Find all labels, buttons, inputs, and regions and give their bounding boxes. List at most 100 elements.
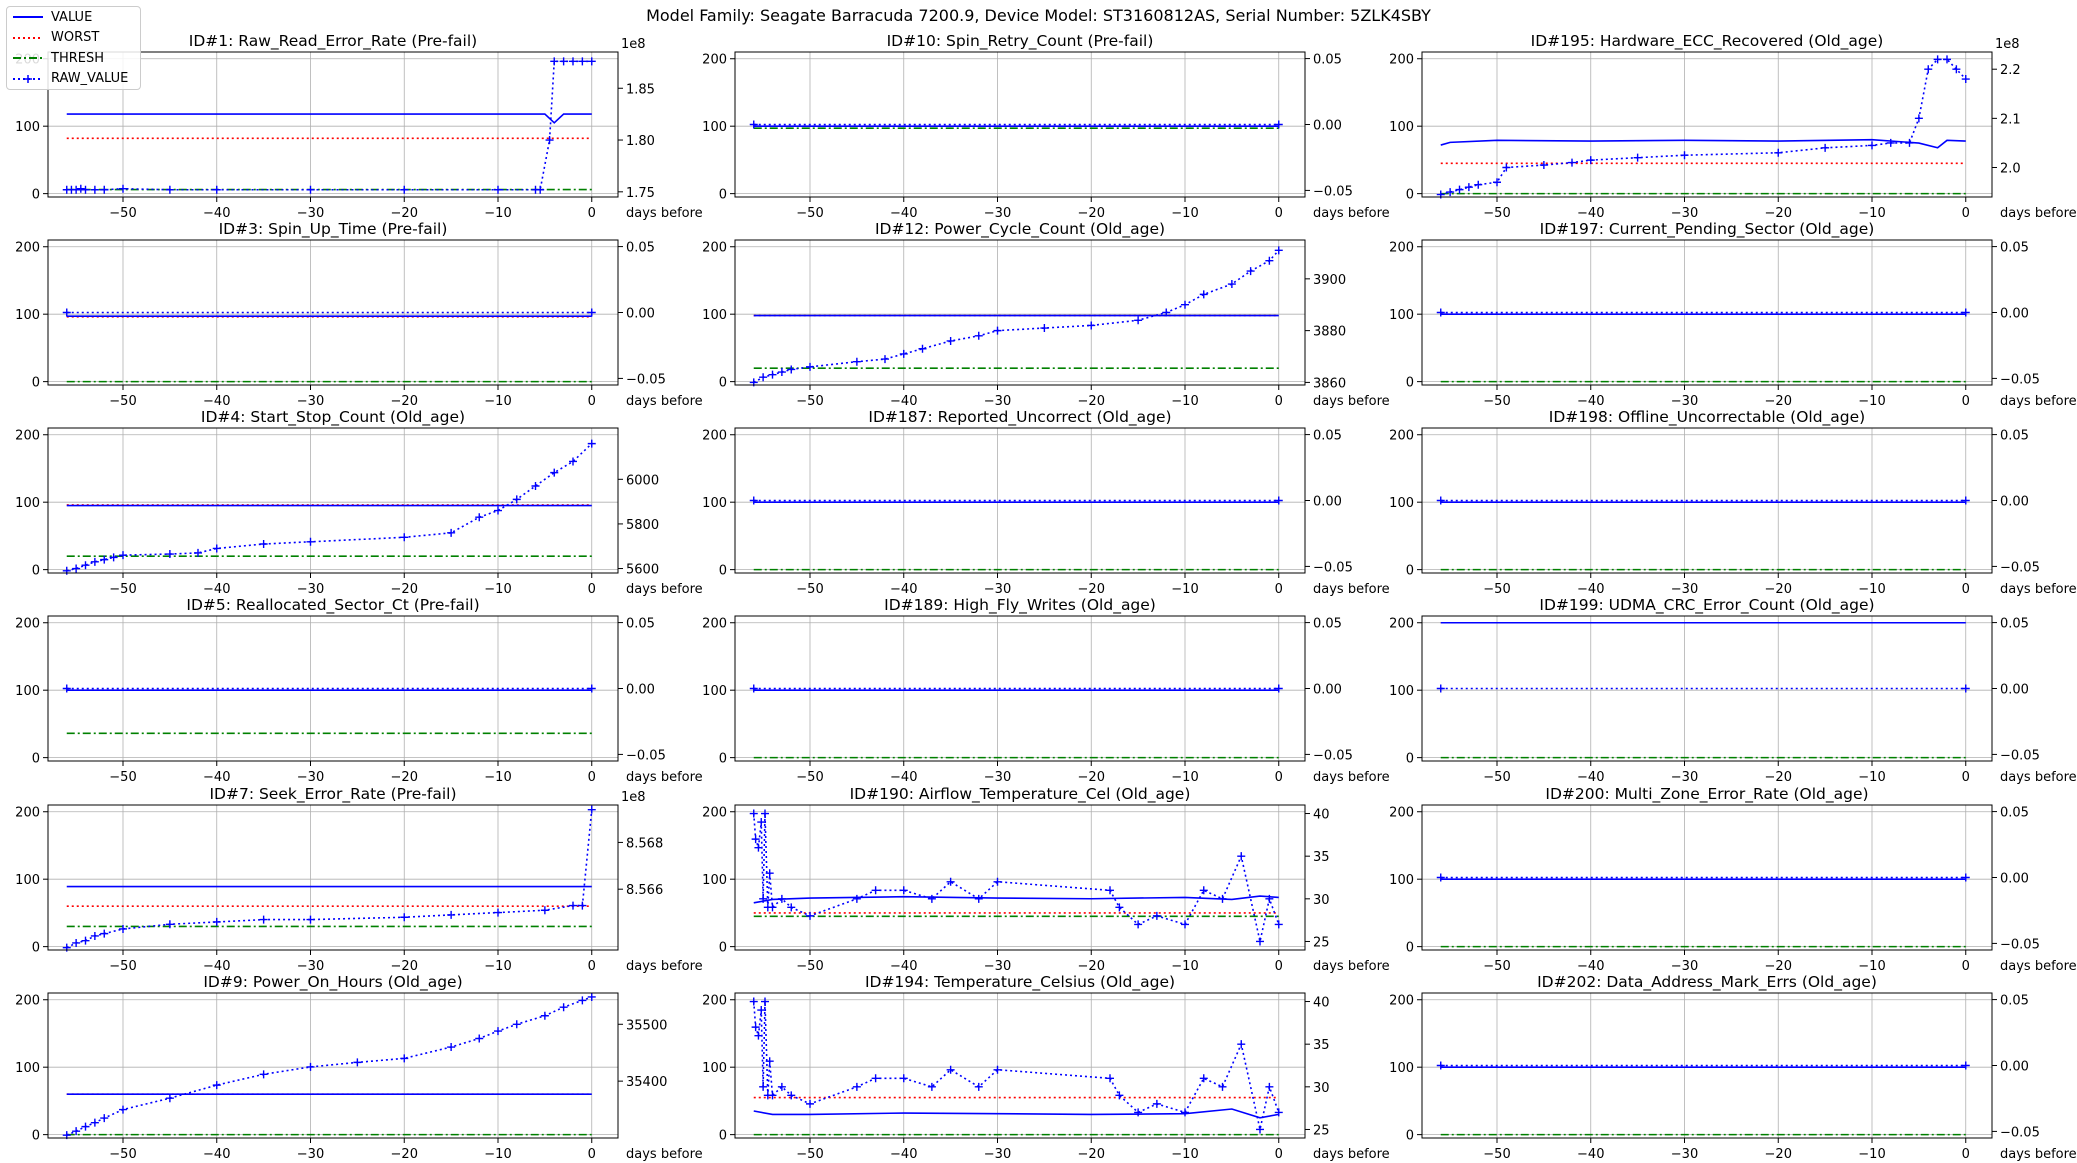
legend-label-value: VALUE bbox=[51, 9, 93, 25]
raw-value-marker bbox=[1474, 180, 1483, 189]
raw-tick-label: 1.80 bbox=[626, 134, 655, 149]
raw-value-marker bbox=[72, 564, 81, 573]
raw-tick-label: 3880 bbox=[1313, 325, 1346, 340]
raw-tick-label: 0.05 bbox=[626, 617, 655, 632]
raw-value-marker bbox=[1274, 120, 1283, 129]
subplot-title: ID#202: Data_Address_Mark_Errs (Old_age) bbox=[1537, 973, 1877, 992]
raw-value-marker bbox=[1961, 873, 1970, 882]
raw-tick-label: 0.05 bbox=[1313, 617, 1342, 632]
raw-value-marker bbox=[1446, 188, 1455, 197]
raw-value-marker bbox=[259, 1070, 268, 1079]
raw-value-marker bbox=[1464, 183, 1473, 192]
raw-value-marker bbox=[759, 1082, 768, 1091]
raw-tick-label: 0.00 bbox=[1313, 495, 1342, 510]
raw-value-marker bbox=[1436, 308, 1445, 317]
x-tick-label: −30 bbox=[1671, 959, 1698, 974]
raw-value-marker bbox=[1952, 65, 1961, 74]
y-tick-label: 200 bbox=[702, 53, 727, 68]
raw-value-marker bbox=[100, 555, 109, 564]
x-tick-label: −40 bbox=[203, 959, 230, 974]
y-tick-label: 0 bbox=[32, 564, 40, 579]
raw-value-marker bbox=[852, 894, 861, 903]
series-value bbox=[66, 113, 592, 124]
x-tick-label: −40 bbox=[890, 770, 917, 785]
raw-tick-label: 0.05 bbox=[626, 241, 655, 256]
raw-value-marker bbox=[1436, 1061, 1445, 1070]
raw-value-marker bbox=[899, 349, 908, 358]
x-axis-label: days before bbox=[1313, 394, 1390, 409]
raw-value-marker bbox=[1961, 75, 1970, 84]
raw-value-marker bbox=[1237, 1040, 1246, 1049]
y-tick-label: 200 bbox=[1389, 617, 1414, 632]
raw-value-marker bbox=[749, 684, 758, 693]
raw-value-marker bbox=[993, 1065, 1002, 1074]
x-tick-label: −20 bbox=[1765, 770, 1792, 785]
raw-value-marker bbox=[550, 57, 559, 66]
raw-value-marker bbox=[765, 1057, 774, 1066]
raw-value-marker bbox=[1274, 684, 1283, 693]
x-tick-label: 0 bbox=[1275, 959, 1283, 974]
raw-value-marker bbox=[165, 1094, 174, 1103]
y-tick-label: 200 bbox=[1389, 53, 1414, 68]
raw-value-marker bbox=[72, 1127, 81, 1136]
y-tick-label: 200 bbox=[702, 617, 727, 632]
raw-tick-label: 0.00 bbox=[626, 307, 655, 322]
raw-tick-label: 2.1 bbox=[2000, 112, 2021, 127]
x-tick-label: 0 bbox=[1962, 206, 1970, 221]
raw-tick-label: 2.2 bbox=[2000, 63, 2021, 78]
raw-value-marker bbox=[90, 557, 99, 566]
raw-value-marker bbox=[761, 809, 769, 818]
raw-value-marker bbox=[194, 548, 202, 557]
x-tick-label: −50 bbox=[796, 959, 823, 974]
raw-value-marker bbox=[787, 1091, 796, 1100]
raw-tick-label: 0.00 bbox=[2000, 307, 2029, 322]
legend-item-thresh: THRESH bbox=[7, 48, 140, 69]
raw-value-marker bbox=[946, 1065, 955, 1074]
y-tick-label: 200 bbox=[1389, 994, 1414, 1009]
x-tick-label: −50 bbox=[1483, 394, 1510, 409]
x-tick-label: −10 bbox=[484, 770, 511, 785]
raw-value-marker bbox=[447, 910, 456, 919]
legend-item-value: VALUE bbox=[7, 7, 140, 28]
raw-value-marker bbox=[353, 1058, 362, 1067]
raw-tick-label: 35 bbox=[1313, 850, 1330, 865]
legend-swatch-thresh bbox=[13, 57, 43, 60]
raw-value-marker bbox=[119, 184, 127, 193]
raw-value-marker bbox=[475, 513, 484, 522]
x-tick-label: 0 bbox=[588, 206, 596, 221]
raw-tick-label: 8.568 bbox=[626, 836, 663, 851]
x-axis-label: days before bbox=[1313, 1147, 1390, 1162]
legend-label-raw-value: RAW_VALUE bbox=[51, 71, 129, 87]
raw-tick-label: −0.05 bbox=[2000, 1125, 2040, 1140]
raw-tick-label: 1.85 bbox=[626, 82, 655, 97]
x-tick-label: −40 bbox=[203, 582, 230, 597]
x-tick-label: −20 bbox=[391, 1147, 418, 1162]
raw-value-marker bbox=[749, 120, 758, 129]
x-tick-label: −30 bbox=[984, 959, 1011, 974]
x-axis-label: days before bbox=[2000, 770, 2077, 785]
subplot-title: ID#3: Spin_Up_Time (Pre-fail) bbox=[219, 220, 448, 239]
y-tick-label: 200 bbox=[15, 806, 40, 821]
axes-frame bbox=[734, 804, 1306, 951]
raw-value-marker bbox=[1680, 151, 1689, 160]
y-tick-label: 0 bbox=[32, 752, 40, 767]
x-tick-label: −30 bbox=[984, 770, 1011, 785]
y-tick-label: 100 bbox=[1389, 684, 1414, 699]
y-tick-label: 0 bbox=[32, 941, 40, 956]
raw-tick-label: 30 bbox=[1313, 893, 1330, 908]
x-tick-label: −30 bbox=[984, 1147, 1011, 1162]
subplot-5: −50 −40 −30 −20 −10 0 days before 0 100 200 35400 3… bbox=[15, 973, 702, 1162]
raw-value-marker bbox=[569, 57, 577, 66]
subplot-17: −50 −40 −30 −20 −10 0 days before 0 100 200 −0.05 0… bbox=[1389, 973, 2076, 1162]
x-tick-label: −30 bbox=[1671, 582, 1698, 597]
raw-value-marker bbox=[871, 886, 880, 895]
x-tick-label: 0 bbox=[588, 770, 596, 785]
raw-value-marker bbox=[754, 1031, 763, 1040]
raw-value-marker bbox=[578, 57, 587, 66]
series-value bbox=[753, 895, 1279, 904]
raw-value-marker bbox=[1274, 246, 1283, 255]
raw-value-marker bbox=[90, 1118, 99, 1127]
series-raw-value bbox=[66, 60, 592, 191]
raw-tick-label: −0.05 bbox=[1313, 560, 1353, 575]
x-axis-label: days before bbox=[1313, 582, 1390, 597]
